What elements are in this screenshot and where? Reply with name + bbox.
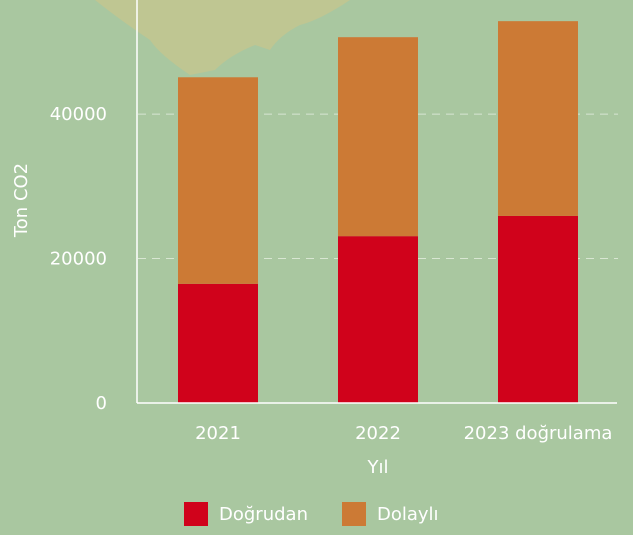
background-shape [95,0,350,75]
legend-swatch [184,502,208,526]
bar [338,37,418,236]
legend-swatch [342,502,366,526]
bar [498,216,578,403]
legend-label: Dolaylı [377,504,439,525]
bar [178,77,258,284]
x-tick-label: 2021 [195,423,241,444]
y-tick-label: 0 [96,393,107,414]
bar [338,236,418,403]
x-tick-label: 2023 doğrulama [464,423,613,444]
bar [498,21,578,216]
x-axis-label: Yıl [367,457,389,478]
chart: Ton CO2 Yıl 0 20000 40000 2021 2022 2023 doğr… [0,0,633,535]
y-tick-label: 40000 [50,104,107,125]
x-tick-label: 2022 [355,423,401,444]
y-tick-label: 20000 [50,249,107,270]
legend-label: Doğrudan [219,504,308,525]
bar [178,284,258,403]
y-axis-label: Ton CO2 [11,163,32,238]
